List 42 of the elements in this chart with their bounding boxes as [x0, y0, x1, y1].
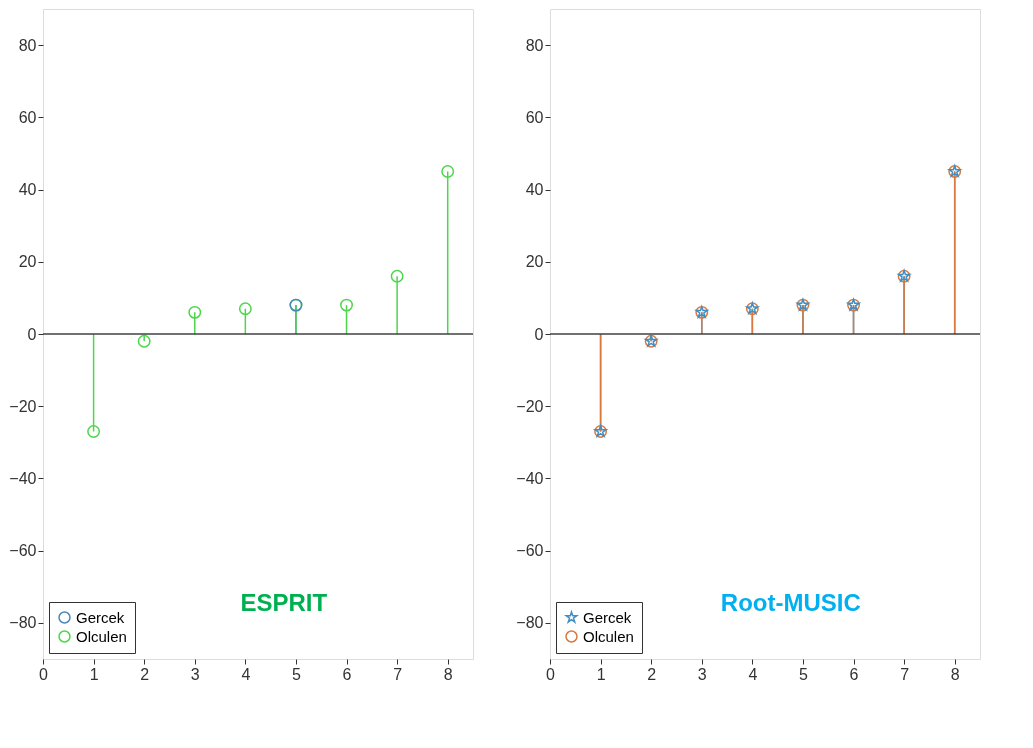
y-tick-label: 60 [18, 108, 37, 126]
x-tick-label: 2 [140, 665, 150, 683]
text: ESPRIT [240, 588, 328, 616]
x-tick-label: 1 [89, 665, 99, 683]
y-tick-label: −80 [9, 614, 37, 632]
y-tick-label: −60 [9, 542, 37, 560]
x-tick-label: 0 [39, 665, 49, 683]
x-tick-label: 7 [393, 665, 403, 683]
legend-label: Olculen [583, 627, 634, 645]
y-tick-label: 80 [18, 36, 37, 54]
y-tick-label: 80 [525, 36, 544, 54]
x-tick-label: 8 [443, 665, 453, 683]
y-tick-label: 40 [525, 181, 544, 199]
y-tick-label: 60 [525, 108, 544, 126]
text: Root-MUSIC [720, 588, 861, 616]
y-tick-label: −40 [516, 469, 544, 487]
y-tick-label: 0 [27, 325, 37, 343]
x-tick-label: 8 [950, 665, 960, 683]
legend-label: Gercek [76, 608, 125, 626]
legend-label: Gercek [583, 608, 632, 626]
x-tick-label: 4 [748, 665, 758, 683]
x-tick-label: 1 [596, 665, 606, 683]
y-tick-label: 0 [534, 325, 544, 343]
x-tick-label: 2 [647, 665, 657, 683]
x-tick-label: 3 [190, 665, 200, 683]
y-tick-label: 40 [18, 181, 37, 199]
y-tick-label: 20 [18, 253, 37, 271]
x-tick-label: 0 [546, 665, 556, 683]
x-tick-label: 6 [342, 665, 352, 683]
y-tick-label: −60 [516, 542, 544, 560]
x-tick-label: 5 [291, 665, 301, 683]
y-tick-label: −20 [516, 397, 544, 415]
y-tick-label: −20 [9, 397, 37, 415]
x-tick-label: 5 [798, 665, 808, 683]
x-tick-label: 7 [900, 665, 910, 683]
legend-label: Olculen [76, 627, 127, 645]
x-tick-label: 6 [849, 665, 859, 683]
y-tick-label: 20 [525, 253, 544, 271]
y-tick-label: −80 [516, 614, 544, 632]
y-tick-label: −40 [9, 469, 37, 487]
x-tick-label: 4 [241, 665, 251, 683]
x-tick-label: 3 [697, 665, 707, 683]
